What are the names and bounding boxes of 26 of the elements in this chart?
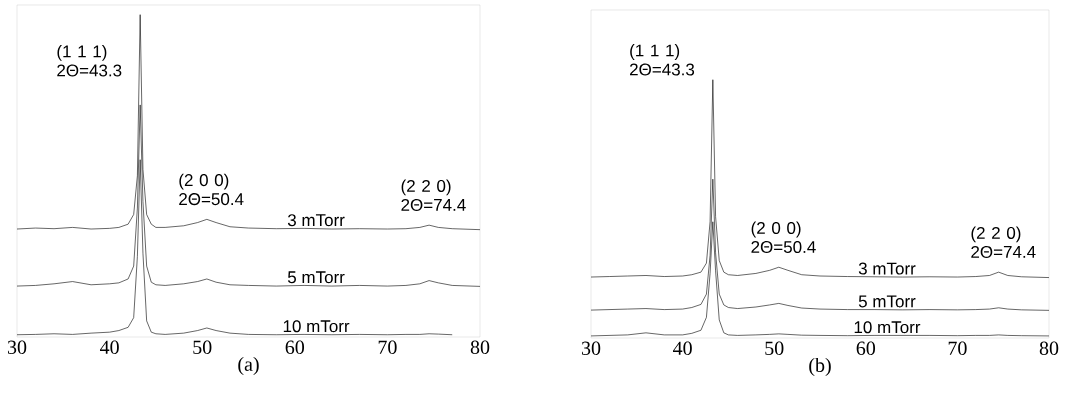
annotation: (2 0 0) 2Θ=50.4 (751, 221, 816, 254)
x-tick-label: 40 (673, 341, 692, 356)
x-tick-label: 70 (948, 341, 967, 356)
series-label: 3 mTorr (287, 214, 345, 227)
series-label: 10 mTorr (283, 320, 350, 333)
annotation: (1 1 1) 2Θ=43.3 (57, 44, 122, 77)
x-tick-label: 60 (856, 341, 876, 356)
x-tick-label: 60 (285, 340, 305, 355)
x-tick-label: 70 (378, 340, 397, 355)
x-tick-label: 40 (99, 340, 119, 355)
x-tick-label: 80 (1039, 341, 1059, 356)
x-tick-label: 30 (7, 340, 27, 355)
annotation: (2 2 0) 2Θ=74.4 (401, 179, 466, 211)
x-tick-label: 50 (193, 340, 212, 355)
annotation: (2 0 0) 2Θ=50.4 (179, 173, 244, 206)
x-tick-label: 30 (581, 341, 601, 356)
x-tick-label: 80 (470, 340, 490, 355)
x-axis-title: (b) (809, 357, 831, 377)
x-tick-label: 50 (765, 341, 784, 356)
series-label: 5 mTorr (858, 295, 916, 308)
series-label: 10 mTorr (854, 321, 921, 334)
annotation: (1 1 1) 2Θ=43.3 (630, 44, 695, 76)
series-label: 3 mTorr (858, 262, 916, 275)
x-axis-title: (a) (238, 356, 259, 376)
annotation: (2 2 0) 2Θ=74.4 (971, 226, 1036, 258)
series-label: 5 mTorr (287, 271, 345, 284)
